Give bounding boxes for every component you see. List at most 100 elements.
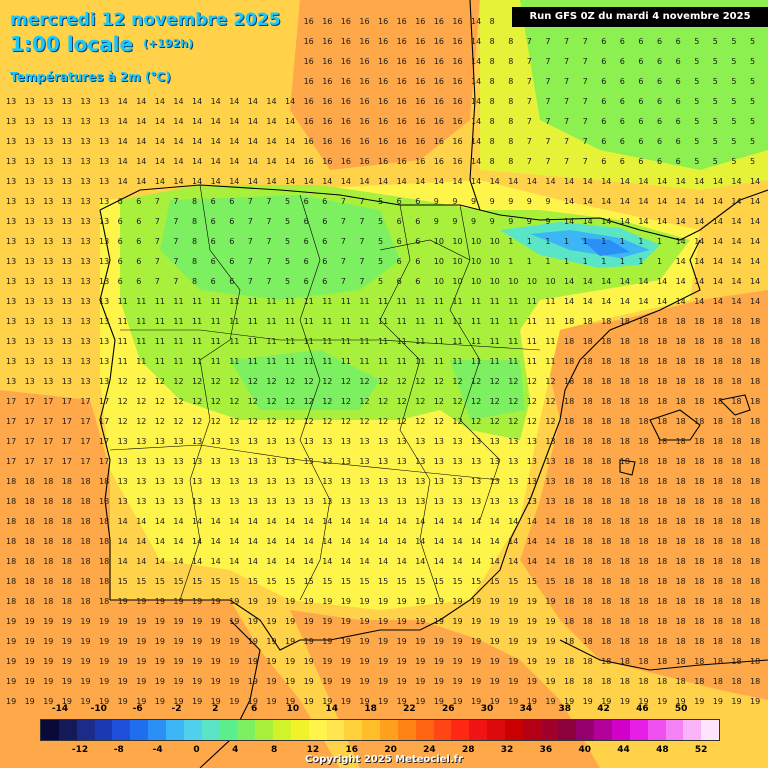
legend-swatch: [112, 720, 131, 740]
grid-temperature-value: 9: [471, 217, 476, 226]
grid-temperature-value: 11: [173, 317, 183, 326]
grid-temperature-value: 16: [304, 97, 314, 106]
grid-temperature-value: 13: [434, 477, 444, 486]
grid-temperature-value: 18: [80, 597, 90, 606]
grid-temperature-value: 7: [341, 277, 346, 286]
grid-temperature-value: 18: [564, 657, 574, 666]
grid-temperature-value: 6: [304, 217, 309, 226]
grid-temperature-value: 14: [341, 517, 351, 526]
grid-temperature-value: 5: [713, 77, 718, 86]
grid-temperature-value: 19: [471, 617, 481, 626]
grid-temperature-value: 18: [620, 537, 630, 546]
grid-temperature-value: 18: [750, 357, 760, 366]
grid-temperature-value: 7: [583, 117, 588, 126]
grid-temperature-value: 8: [490, 97, 495, 106]
grid-temperature-value: 19: [527, 657, 537, 666]
grid-temperature-value: 11: [248, 337, 258, 346]
legend-tick-label: 28: [461, 745, 475, 755]
grid-temperature-value: 10: [471, 277, 481, 286]
grid-temperature-value: 14: [266, 517, 276, 526]
grid-temperature-value: 18: [620, 577, 630, 586]
grid-temperature-value: 13: [508, 497, 518, 506]
grid-temperature-value: 18: [601, 437, 611, 446]
grid-temperature-value: 19: [452, 597, 462, 606]
grid-temperature-value: 7: [173, 217, 178, 226]
grid-temperature-value: 13: [248, 457, 258, 466]
grid-temperature-value: 5: [285, 257, 290, 266]
grid-temperature-value: 8: [192, 197, 197, 206]
grid-temperature-value: 15: [434, 577, 444, 586]
grid-temperature-value: 13: [341, 457, 351, 466]
grid-temperature-value: 14: [211, 137, 221, 146]
grid-temperature-value: 15: [527, 577, 537, 586]
grid-temperature-value: 18: [62, 477, 72, 486]
grid-temperature-value: 11: [341, 317, 351, 326]
grid-temperature-value: 5: [378, 217, 383, 226]
grid-temperature-value: 18: [601, 657, 611, 666]
grid-temperature-value: 13: [211, 477, 221, 486]
date-title: mercredi 12 novembre 2025: [10, 10, 281, 30]
legend-tick-label: 20: [384, 745, 397, 755]
grid-temperature-value: 11: [155, 297, 165, 306]
grid-temperature-value: 13: [434, 457, 444, 466]
grid-temperature-value: 14: [229, 557, 239, 566]
copyright-text: Copyright 2025 Meteociel.fr: [305, 754, 463, 765]
grid-temperature-value: 19: [378, 697, 388, 706]
legend-tick-label: 0: [193, 745, 200, 755]
grid-temperature-value: 6: [657, 77, 662, 86]
grid-temperature-value: 13: [341, 437, 351, 446]
grid-temperature-value: 18: [657, 537, 667, 546]
grid-temperature-value: 14: [266, 117, 276, 126]
grid-temperature-value: 12: [471, 417, 481, 426]
grid-temperature-value: 14: [676, 237, 686, 246]
grid-temperature-value: 15: [229, 577, 239, 586]
legend-tick-label: 4: [232, 745, 239, 755]
grid-temperature-value: 18: [25, 537, 35, 546]
grid-temperature-value: 6: [118, 197, 123, 206]
grid-temperature-value: 16: [359, 97, 369, 106]
grid-temperature-value: 15: [397, 577, 407, 586]
grid-temperature-value: 14: [564, 177, 574, 186]
grid-temperature-value: 19: [229, 617, 239, 626]
grid-temperature-value: 11: [359, 297, 369, 306]
grid-temperature-value: 13: [6, 177, 16, 186]
grid-temperature-value: 14: [155, 137, 165, 146]
grid-temperature-value: 6: [322, 217, 327, 226]
grid-temperature-value: 13: [25, 357, 35, 366]
grid-temperature-value: 18: [99, 477, 109, 486]
grid-temperature-value: 5: [731, 157, 736, 166]
grid-temperature-value: 19: [304, 697, 314, 706]
grid-temperature-value: 7: [341, 197, 346, 206]
grid-temperature-value: 14: [136, 517, 146, 526]
grid-temperature-value: 18: [620, 457, 630, 466]
grid-temperature-value: 14: [322, 537, 332, 546]
grid-temperature-value: 16: [359, 37, 369, 46]
grid-temperature-value: 14: [434, 557, 444, 566]
grid-temperature-value: 16: [378, 117, 388, 126]
legend-swatch: [94, 720, 113, 740]
grid-temperature-value: 18: [638, 337, 648, 346]
grid-temperature-value: 16: [434, 117, 444, 126]
grid-temperature-value: 19: [415, 677, 425, 686]
grid-temperature-value: 19: [80, 657, 90, 666]
grid-temperature-value: 12: [304, 397, 314, 406]
legend-swatch: [326, 720, 345, 740]
grid-temperature-value: 13: [378, 497, 388, 506]
grid-temperature-value: 18: [750, 337, 760, 346]
grid-temperature-value: 6: [322, 257, 327, 266]
grid-temperature-value: 19: [490, 657, 500, 666]
grid-temperature-value: 18: [694, 657, 704, 666]
grid-temperature-value: 16: [322, 17, 332, 26]
grid-temperature-value: 8: [508, 117, 513, 126]
grid-temperature-value: 18: [620, 377, 630, 386]
legend-tick-label: 14: [325, 704, 339, 714]
grid-temperature-value: 14: [118, 97, 128, 106]
grid-temperature-value: 5: [750, 57, 755, 66]
grid-temperature-value: 14: [415, 177, 425, 186]
grid-temperature-value: 11: [173, 337, 183, 346]
grid-temperature-value: 13: [434, 437, 444, 446]
grid-temperature-value: 16: [359, 17, 369, 26]
grid-temperature-value: 13: [211, 497, 221, 506]
grid-temperature-value: 18: [638, 457, 648, 466]
grid-temperature-value: 14: [229, 177, 239, 186]
